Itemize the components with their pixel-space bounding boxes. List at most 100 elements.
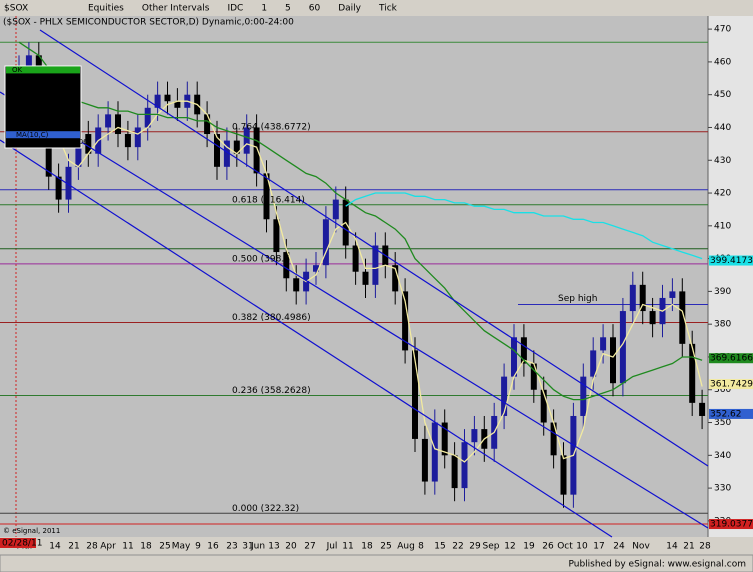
x-tick-label: 12 [504, 542, 515, 552]
toolbar-item[interactable]: 1 [261, 4, 267, 14]
candle-body [253, 127, 260, 174]
candle-body [431, 422, 438, 482]
candle-body [223, 140, 230, 167]
candle-body [313, 265, 319, 272]
candle-body [649, 311, 656, 325]
candle-body [174, 101, 181, 108]
candle-body [134, 127, 141, 148]
candle-body [362, 271, 369, 285]
price-label-box [709, 353, 753, 364]
x-tick-label: 27 [304, 542, 315, 552]
toolbar-item[interactable]: Tick [378, 4, 398, 14]
y-tick-label: 380 [714, 320, 731, 330]
candle-body [550, 422, 557, 456]
candle-body [352, 245, 359, 272]
toolbar-item[interactable]: IDC [227, 4, 243, 14]
data-window-line: Symbol: $SOX,D [16, 73, 73, 81]
price-label: 319.037753 [710, 520, 753, 530]
price-label: 361.7429 [710, 380, 753, 390]
x-tick-label: 13 [268, 542, 279, 552]
moving-average [18, 41, 703, 401]
candle-body [520, 337, 527, 364]
candle-body [243, 127, 250, 154]
price-axis [708, 16, 753, 537]
candle-body [154, 94, 161, 108]
y-tick-label: 470 [714, 25, 731, 35]
chart-title: ($SOX - PHLX SEMICONDUCTOR SECTOR,D) Dyn… [3, 18, 294, 28]
data-window-line: OK [12, 66, 23, 74]
candle-body [65, 166, 72, 200]
x-tick-label: 14 [666, 542, 678, 552]
toolbar [0, 0, 753, 16]
x-tick-label: May [172, 542, 191, 552]
candle-body [511, 337, 517, 377]
price-label: 399.4173 [710, 256, 753, 266]
data-window-line: Low 453.67 [16, 116, 57, 124]
y-tick-label: 350 [714, 418, 731, 428]
y-tick-label: 460 [714, 57, 731, 67]
y-tick-label: 360 [714, 385, 731, 395]
x-tick-label: 8 [418, 542, 424, 552]
x-tick-label: Aug [397, 542, 415, 552]
candle-body [322, 219, 329, 266]
fib-label: 0.236 (358.2628) [232, 386, 311, 396]
candle-body [629, 284, 636, 312]
x-tick-label: 25 [380, 542, 391, 552]
x-tick-label: Apr [100, 542, 116, 552]
x-tick-label: Sep [483, 542, 500, 552]
x-tick-label: 22 [452, 542, 463, 552]
candle-body [293, 278, 300, 292]
x-tick-label: 20 [285, 542, 297, 552]
data-window-header [6, 66, 80, 74]
x-tick-label: 24 [613, 542, 625, 552]
fib-label: 0.618 (416.414) [232, 195, 305, 205]
sep-high-label: Sep high [558, 294, 597, 304]
candle-body [75, 134, 82, 167]
cursor-date: 02/28/11 [2, 539, 42, 549]
candle-body [669, 291, 676, 298]
x-tick-label: 28 [86, 542, 98, 552]
x-tick-label: 19 [523, 542, 535, 552]
x-tick-label: 26 [542, 542, 554, 552]
x-tick-label: 29 [469, 542, 481, 552]
y-tick-label: 430 [714, 156, 731, 166]
channel-line [0, 91, 709, 529]
candle-body [540, 389, 547, 423]
candle-body [233, 140, 240, 154]
toolbar-item[interactable]: Daily [338, 4, 361, 14]
x-tick-label: 17 [593, 542, 604, 552]
channel-line [39, 29, 709, 467]
x-tick-label: 11 [122, 542, 133, 552]
candle-body [85, 134, 92, 154]
x-tick-label: 16 [207, 542, 219, 552]
x-tick-label: Oct [557, 542, 573, 552]
toolbar-item[interactable]: 60 [309, 4, 321, 14]
x-tick-label: 18 [361, 542, 373, 552]
x-tick-label: 14 [49, 542, 61, 552]
y-tick-label: 450 [714, 90, 731, 100]
copyright: © eSignal, 2011 [3, 527, 60, 535]
plot-area [0, 16, 708, 537]
data-window-line: Close 458.62 [16, 124, 62, 132]
candle-body [610, 337, 616, 384]
moving-average [345, 192, 703, 260]
data-window-line: Time: 00:00 [15, 88, 58, 96]
toolbar-item[interactable]: 5 [285, 4, 291, 14]
y-tick-label: 330 [714, 484, 731, 494]
x-tick-label: Nov [632, 542, 650, 552]
x-tick-label: 10 [576, 542, 588, 552]
candle-body [639, 284, 646, 312]
toolbar-symbol[interactable]: $SOX [4, 4, 28, 14]
x-tick-label: 15 [434, 542, 445, 552]
candle-body [164, 94, 171, 102]
candle-body [332, 199, 339, 220]
toolbar-item[interactable]: Equities [88, 4, 124, 14]
candle-body [451, 455, 458, 489]
candle-body [600, 337, 607, 351]
x-tick-label: 31 [242, 542, 253, 552]
candle-body [580, 376, 587, 416]
x-tick-label: 28 [699, 542, 711, 552]
y-tick-label: 340 [714, 451, 731, 461]
toolbar-item[interactable]: Other Intervals [142, 4, 210, 14]
